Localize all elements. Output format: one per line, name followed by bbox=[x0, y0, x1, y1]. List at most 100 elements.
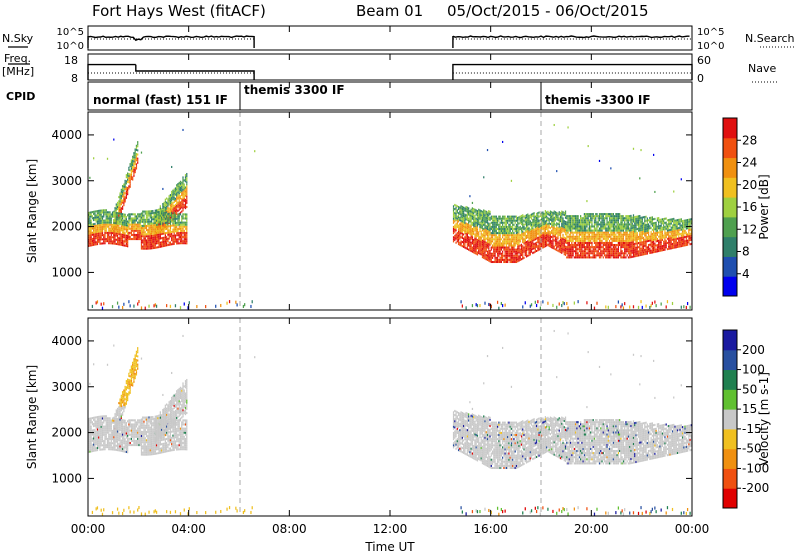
power-cell bbox=[135, 233, 138, 236]
power-cell bbox=[547, 225, 549, 228]
power-cell bbox=[473, 230, 475, 233]
power-cell bbox=[461, 210, 463, 213]
power-cell bbox=[173, 190, 175, 193]
power-cell bbox=[512, 248, 514, 251]
power-cell bbox=[620, 225, 622, 228]
power-cell bbox=[183, 302, 185, 306]
power-cell bbox=[583, 217, 586, 220]
power-cell bbox=[480, 247, 482, 250]
power-cell bbox=[580, 233, 582, 236]
power-cell bbox=[624, 219, 626, 222]
power-cell bbox=[505, 248, 508, 251]
power-cell bbox=[166, 225, 168, 228]
power-cell bbox=[158, 212, 160, 215]
noise-search-label: N.Search bbox=[745, 32, 795, 45]
power-cell bbox=[124, 232, 126, 235]
power-cell bbox=[630, 227, 632, 230]
power-cell bbox=[123, 183, 125, 186]
power-cell bbox=[534, 250, 536, 253]
power-cell bbox=[581, 219, 583, 222]
power-cell bbox=[140, 243, 143, 246]
power-cell bbox=[108, 213, 110, 216]
power-cell bbox=[134, 238, 136, 241]
power-cell bbox=[619, 241, 621, 244]
power-cell bbox=[130, 173, 133, 176]
power-cell bbox=[171, 212, 173, 215]
power-cell bbox=[640, 243, 642, 246]
power-cell bbox=[537, 241, 539, 244]
power-cell bbox=[529, 234, 531, 237]
power-cell bbox=[611, 252, 613, 255]
power-cell bbox=[631, 218, 633, 221]
power-cell bbox=[154, 230, 156, 233]
power-cell bbox=[529, 304, 531, 308]
power-cell bbox=[475, 244, 477, 247]
power-cell bbox=[150, 226, 153, 229]
power-cell bbox=[610, 215, 612, 218]
power-cell bbox=[578, 229, 581, 232]
power-cell bbox=[544, 222, 547, 225]
power-cell bbox=[574, 254, 577, 257]
power-cell bbox=[124, 236, 126, 239]
power-cell bbox=[484, 251, 486, 254]
power-cell bbox=[455, 223, 457, 226]
power-cell bbox=[98, 240, 100, 243]
power-cell bbox=[486, 232, 489, 235]
power-cell bbox=[114, 228, 116, 231]
power-cell bbox=[88, 230, 90, 233]
power-cell bbox=[462, 241, 465, 244]
power-cell bbox=[544, 214, 547, 217]
power-cell bbox=[574, 241, 577, 244]
power-cell bbox=[548, 238, 550, 241]
power-cell bbox=[475, 225, 477, 228]
power-cell bbox=[147, 239, 149, 242]
power-cell bbox=[551, 215, 553, 218]
power-cell bbox=[109, 231, 111, 234]
power-cell bbox=[99, 232, 101, 235]
power-cell bbox=[557, 241, 559, 244]
power-cell bbox=[500, 221, 502, 224]
power-cell bbox=[120, 233, 122, 236]
power-cell bbox=[645, 304, 647, 308]
power-cell bbox=[632, 253, 635, 256]
power-cell bbox=[625, 219, 627, 222]
power-cell bbox=[505, 221, 508, 224]
power-cell bbox=[494, 252, 496, 255]
power-cell bbox=[559, 242, 562, 245]
power-cell bbox=[631, 255, 633, 258]
power-cell bbox=[658, 239, 660, 242]
power-cell bbox=[517, 237, 519, 240]
power-cell bbox=[651, 232, 653, 235]
power-cell bbox=[128, 177, 130, 180]
power-cell bbox=[124, 192, 126, 195]
power-cell bbox=[510, 246, 513, 249]
power-cell bbox=[543, 235, 545, 238]
power-cell bbox=[571, 248, 573, 251]
power-cell bbox=[585, 235, 587, 238]
power-cell bbox=[184, 205, 187, 208]
power-cell bbox=[162, 228, 164, 231]
power-cell bbox=[598, 246, 601, 249]
power-cell bbox=[505, 236, 508, 239]
power-cell bbox=[494, 217, 496, 220]
power-cell bbox=[510, 221, 513, 224]
power-cell bbox=[184, 233, 187, 237]
power-cell bbox=[566, 229, 568, 232]
power-cell bbox=[476, 216, 479, 219]
freq-tick-bottom: 8 bbox=[71, 72, 78, 85]
power-cell bbox=[626, 231, 628, 234]
power-cell bbox=[552, 238, 554, 241]
power-cell bbox=[612, 239, 614, 242]
power-cell bbox=[108, 211, 110, 214]
power-cell bbox=[147, 212, 149, 215]
power-cell bbox=[103, 242, 105, 245]
power-cell bbox=[182, 180, 184, 183]
power-cell bbox=[595, 237, 597, 240]
power-cell bbox=[580, 215, 582, 218]
power-cell bbox=[115, 211, 117, 215]
power-cell bbox=[484, 222, 486, 225]
power-cell bbox=[647, 237, 650, 240]
power-cell bbox=[486, 225, 489, 228]
power-cell bbox=[474, 210, 476, 213]
